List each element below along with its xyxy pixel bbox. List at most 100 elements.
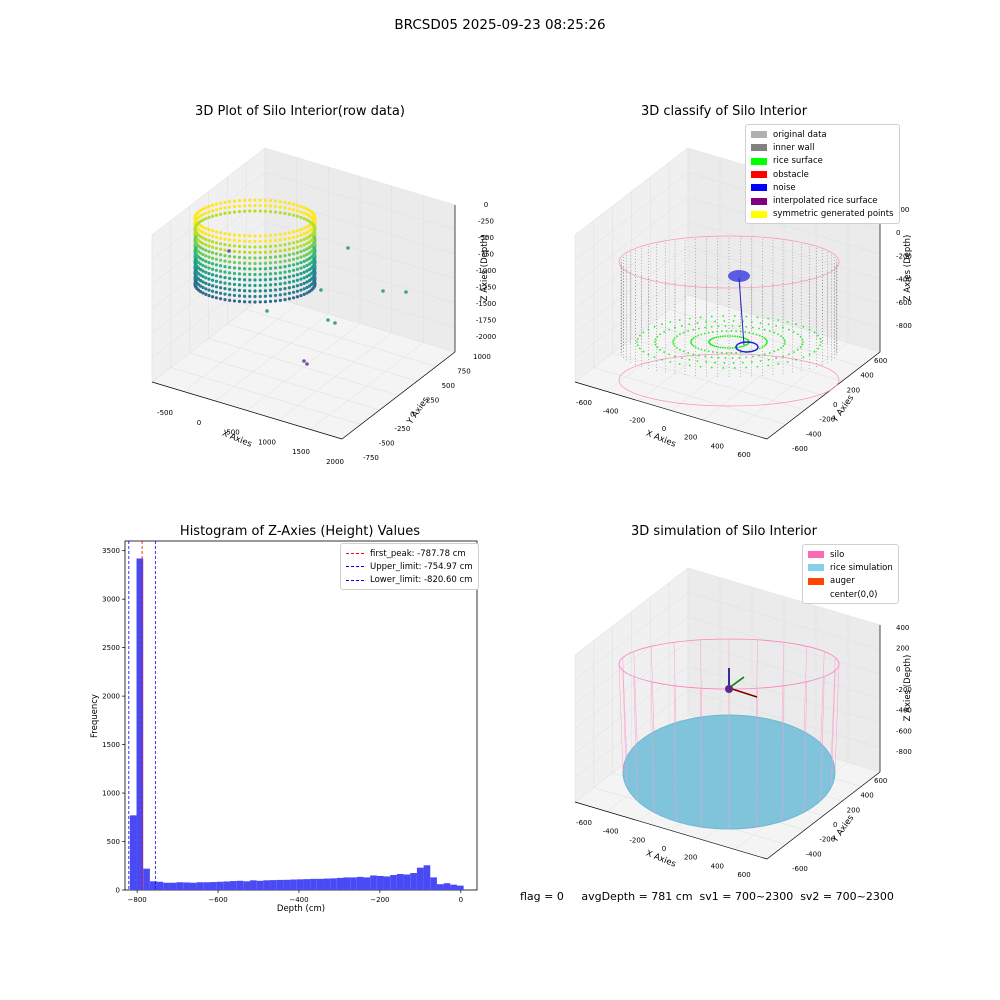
data-point — [218, 253, 223, 257]
data-point — [268, 266, 273, 270]
y-tick-label: 0 — [116, 887, 120, 895]
rice-surface-point — [758, 354, 760, 357]
rice-surface-point — [711, 351, 714, 353]
tick-label: -750 — [363, 454, 379, 462]
silo-wire — [700, 688, 702, 828]
rice-surface-point — [698, 354, 700, 357]
silo-wire — [618, 663, 624, 773]
noise-cluster — [735, 341, 759, 353]
legend-entry: symmetric generated points — [751, 208, 894, 221]
data-point — [204, 243, 208, 247]
classify-3d-plot[interactable]: -600-400-2000200400600-600-400-200020040… — [574, 147, 913, 459]
data-point — [214, 296, 219, 300]
histogram-plot[interactable]: −800 −600 −400 −200 0 0 500 1000 1500 2000 2500 30… — [90, 540, 478, 914]
data-point — [258, 283, 262, 288]
silo-wire — [700, 639, 702, 717]
tick-label: -750 — [478, 251, 494, 259]
data-point — [237, 294, 242, 298]
histogram-bar — [183, 882, 190, 890]
rice-surface-point — [761, 335, 764, 338]
data-point — [307, 262, 311, 266]
rice-surface-point — [719, 346, 722, 349]
tick-label: 500 — [226, 429, 239, 437]
data-point — [305, 230, 309, 235]
data-point — [283, 237, 287, 241]
data-point — [287, 212, 292, 216]
data-point — [242, 283, 247, 287]
data-point — [248, 250, 252, 255]
data-point — [278, 282, 282, 286]
data-point — [223, 200, 227, 205]
rice-surface-point — [647, 353, 650, 356]
data-point — [299, 293, 303, 298]
legend-label: Upper_limit: -754.97 cm — [370, 561, 473, 572]
rice-surface-point — [688, 323, 691, 326]
tick-label: -200 — [819, 416, 835, 424]
rice-surface-point — [763, 337, 766, 339]
rice-surface-point — [768, 352, 771, 354]
tick-label: -500 — [157, 409, 173, 417]
rice-surface-point — [751, 355, 754, 358]
data-point — [278, 287, 282, 291]
simulation-3d-plot[interactable]: -600-400-2000200400600-600-400-200020040… — [574, 567, 913, 879]
legend-entry: inner wall — [751, 141, 894, 154]
data-point — [295, 256, 300, 260]
rice-surface-point — [745, 366, 748, 369]
data-point — [228, 260, 232, 264]
legend-label: first_peak: -787.78 cm — [370, 548, 466, 559]
data-point — [302, 270, 306, 274]
rice-surface-point — [690, 341, 692, 343]
rice-surface-point — [808, 328, 811, 331]
data-point — [194, 262, 198, 266]
legend-swatch — [346, 566, 364, 568]
data-point — [223, 281, 227, 285]
y-tick-label: 3500 — [102, 547, 120, 555]
rice-surface-point — [699, 365, 702, 368]
data-point — [210, 273, 215, 277]
rice-surface-point — [710, 325, 713, 328]
data-point — [291, 235, 296, 239]
tick-label: -200 — [896, 252, 912, 260]
data-point — [295, 289, 300, 293]
data-point — [313, 236, 317, 241]
data-point — [248, 256, 252, 260]
data-point — [214, 230, 219, 234]
data-point — [268, 294, 273, 298]
y-tick-label: 1000 — [102, 790, 120, 798]
data-point — [232, 277, 237, 281]
rice-surface-point — [786, 361, 789, 363]
rice-surface-point — [676, 335, 678, 338]
data-point — [287, 236, 292, 240]
legend-swatch — [808, 591, 824, 599]
rice-surface-point — [780, 335, 782, 338]
data-point — [204, 265, 208, 269]
data-point — [299, 282, 303, 287]
data-point — [299, 249, 303, 254]
data-point — [278, 293, 282, 297]
rice-surface-point — [674, 326, 676, 329]
data-point — [307, 257, 311, 261]
data-point — [194, 268, 198, 272]
data-point — [268, 204, 273, 208]
data-point — [287, 291, 292, 295]
grid-line — [687, 592, 881, 650]
data-point — [305, 212, 309, 217]
tick-label: 200 — [896, 206, 909, 214]
data-point — [295, 203, 300, 207]
noise-cluster — [728, 270, 750, 282]
data-point — [194, 273, 198, 277]
histogram-bar — [456, 885, 464, 890]
data-point — [268, 250, 273, 254]
data-point — [278, 200, 282, 204]
tick-label: -600 — [896, 299, 912, 307]
tick-label: -250 — [394, 425, 410, 433]
data-point — [248, 198, 252, 202]
histogram-bar — [450, 884, 457, 890]
histogram-bar — [436, 884, 444, 890]
grid-line — [264, 172, 456, 230]
data-point — [295, 284, 300, 288]
rice-surface-point — [796, 333, 799, 336]
rice-surface-point — [740, 345, 743, 348]
data-point — [305, 252, 309, 257]
